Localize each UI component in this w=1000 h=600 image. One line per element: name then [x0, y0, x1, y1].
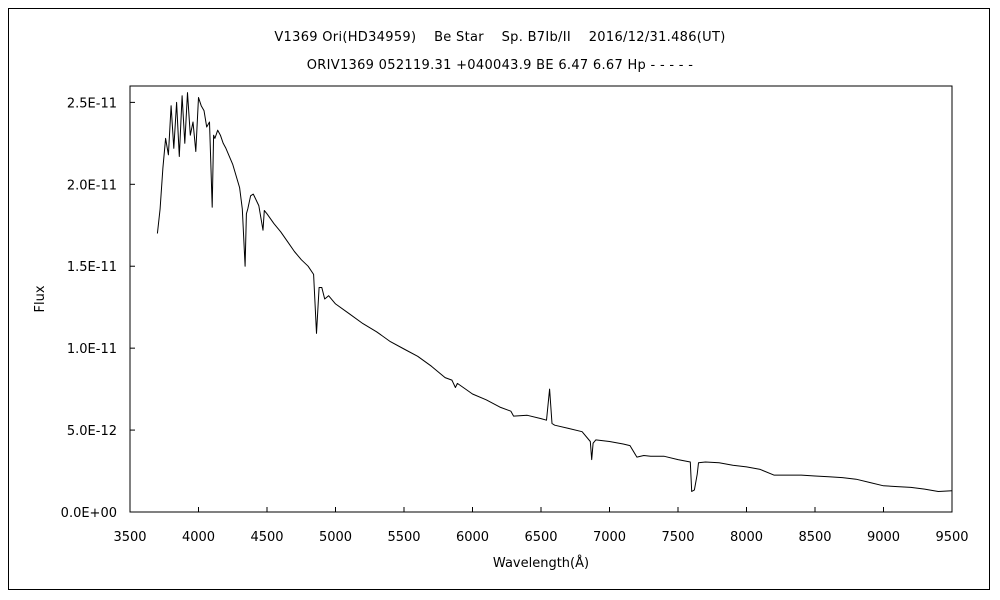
- plot-area: [129, 85, 953, 513]
- x-tick-label: 7000: [593, 530, 626, 545]
- y-axis-label: Flux: [33, 285, 48, 312]
- x-tick-label: 8500: [798, 530, 831, 545]
- y-tick-label: 1.5E-11: [67, 260, 117, 275]
- chart-subtitle: ORIV1369 052119.31 +040043.9 BE 6.47 6.6…: [306, 58, 694, 73]
- x-tick-label: 4000: [182, 530, 215, 545]
- x-tick-label: 5500: [387, 530, 420, 545]
- spectrum-line: [156, 92, 953, 492]
- chart-frame: [8, 8, 990, 590]
- y-tick-label: 0.0E+00: [61, 506, 117, 521]
- y-tick-label: 2.5E-11: [67, 96, 117, 111]
- chart-title: V1369 Ori(HD34959) Be Star Sp. B7Ib/II 2…: [274, 30, 726, 45]
- x-tick-label: 8000: [730, 530, 763, 545]
- x-tick-label: 9000: [867, 530, 900, 545]
- x-tick-label: 7500: [661, 530, 694, 545]
- y-tick-label: 5.0E-12: [67, 424, 117, 439]
- y-tick-label: 1.0E-11: [67, 342, 117, 357]
- x-tick-label: 4500: [250, 530, 283, 545]
- y-axis: 0.0E+00 5.0E-12 1.0E-11 1.5E-11 2.0E-11 2.5E-…: [61, 96, 135, 521]
- x-tick-label: 6500: [524, 530, 557, 545]
- x-tick-label: 5000: [319, 530, 352, 545]
- x-axis: 3500 4000 4500 5000 5500 6000 6500 7000 7500 8000…: [113, 507, 969, 545]
- y-tick-label: 2.0E-11: [67, 178, 117, 193]
- x-tick-label: 3500: [113, 530, 146, 545]
- x-tick-label: 9500: [935, 530, 968, 545]
- x-tick-label: 6000: [456, 530, 489, 545]
- x-axis-label: Wavelength(Å): [493, 555, 589, 571]
- series-layer: [156, 92, 953, 492]
